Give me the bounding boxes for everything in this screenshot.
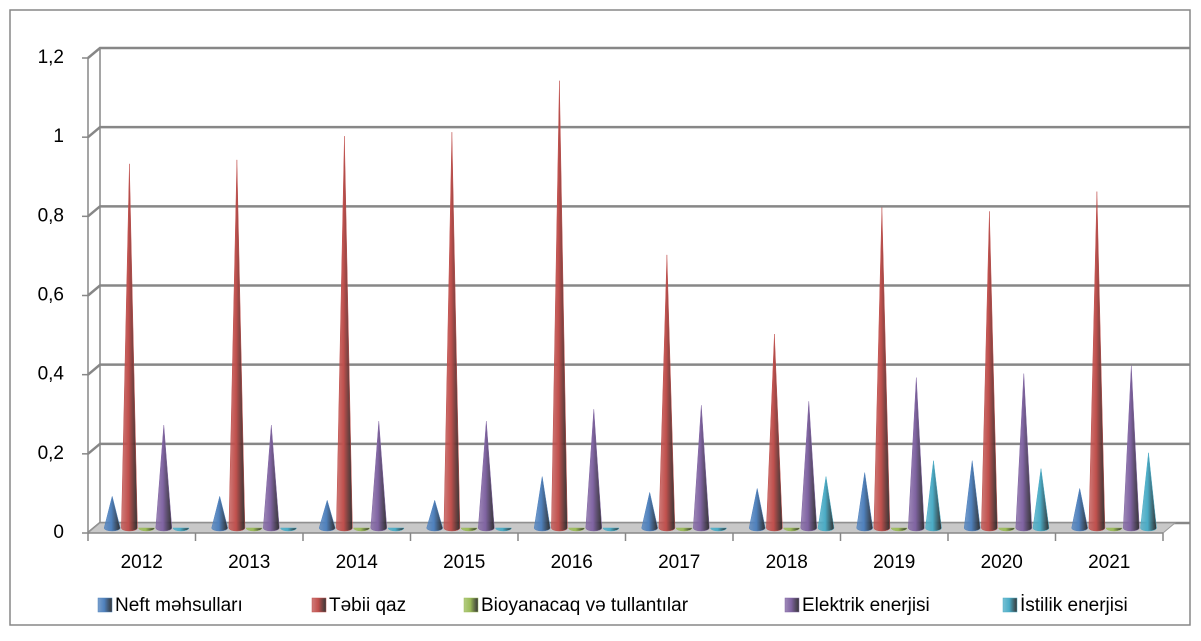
- cone: [675, 527, 693, 532]
- cone: [460, 527, 478, 532]
- y-tick-label: 1: [53, 126, 64, 147]
- cone: [533, 476, 551, 532]
- cone: [138, 527, 155, 532]
- cone: [551, 80, 568, 532]
- legend-swatch: [311, 597, 327, 613]
- x-tick-label: 2013: [228, 552, 270, 573]
- cone: [1140, 452, 1157, 532]
- grid-line: [87, 46, 1190, 59]
- cone: [908, 377, 925, 532]
- cone: [318, 499, 336, 532]
- y-tick-label: 0,6: [38, 285, 64, 306]
- y-tick-label: 0,2: [38, 443, 64, 464]
- legend-swatch: [97, 597, 113, 613]
- cone: [336, 136, 353, 532]
- cone: [478, 421, 495, 532]
- cone: [766, 334, 783, 532]
- cone: [121, 163, 138, 532]
- cone: [495, 527, 512, 532]
- x-tick-label: 2014: [336, 552, 379, 573]
- cone: [245, 527, 263, 532]
- cone: [155, 425, 173, 532]
- grid-line: [87, 284, 1190, 297]
- cone: [211, 496, 228, 532]
- legend-swatch: [784, 597, 800, 613]
- cone: [228, 159, 246, 532]
- x-tick-label: 2017: [658, 552, 700, 573]
- grid-line: [87, 363, 1190, 376]
- cone: [387, 527, 405, 532]
- cone: [263, 425, 280, 532]
- cone: [280, 527, 297, 532]
- cone: [370, 421, 388, 532]
- legend-swatch: [1002, 597, 1018, 613]
- cone: [925, 460, 942, 532]
- cone: [800, 401, 818, 532]
- cone: [641, 492, 658, 532]
- cone: [1071, 488, 1088, 532]
- cone: [693, 405, 710, 532]
- cone: [602, 527, 620, 532]
- cone: [426, 499, 443, 532]
- cone: [1088, 191, 1106, 532]
- x-tick-label: 2021: [1088, 552, 1130, 573]
- x-tick-label: 2019: [873, 552, 915, 573]
- cone: [1032, 468, 1050, 532]
- y-tick-label: 1,2: [38, 47, 64, 68]
- y-tick-label: 0,4: [38, 364, 65, 385]
- y-tick-label: 0: [53, 522, 64, 543]
- x-tick-label: 2018: [766, 552, 808, 573]
- cone: [1123, 365, 1140, 532]
- cone: [568, 527, 585, 532]
- cone: [710, 527, 727, 532]
- cone: [783, 527, 800, 532]
- cone: [890, 527, 908, 532]
- cone: [998, 527, 1015, 532]
- legend-label: İstilik enerjisi: [1020, 595, 1128, 616]
- cone: [103, 496, 121, 532]
- legend-swatch: [463, 597, 479, 613]
- cone: [658, 254, 676, 532]
- x-tick-label: 2020: [981, 552, 1023, 573]
- grid-line: [87, 205, 1190, 218]
- legend-label: Təbii qaz: [329, 595, 406, 616]
- cone: [981, 211, 998, 532]
- cone: [817, 476, 835, 532]
- x-tick-label: 2012: [121, 552, 163, 573]
- cone: [873, 207, 891, 532]
- cone: [1015, 373, 1033, 532]
- grid-line: [87, 442, 1190, 455]
- cone: [443, 132, 461, 532]
- cone: [585, 409, 603, 532]
- cone: [353, 527, 370, 532]
- cone: [963, 460, 981, 532]
- cone: [172, 527, 190, 532]
- legend-label: Bioyanacaq və tullantılar: [481, 595, 689, 616]
- grid-line: [87, 125, 1190, 139]
- x-tick-label: 2016: [551, 552, 593, 573]
- cone: [1105, 527, 1123, 532]
- y-tick-label: 0,8: [38, 205, 64, 226]
- legend-label: Elektrik enerjisi: [802, 595, 930, 616]
- cone: [856, 472, 873, 532]
- x-tick-label: 2015: [443, 552, 485, 573]
- legend-label: Neft məhsulları: [115, 595, 243, 616]
- cone: [748, 488, 766, 532]
